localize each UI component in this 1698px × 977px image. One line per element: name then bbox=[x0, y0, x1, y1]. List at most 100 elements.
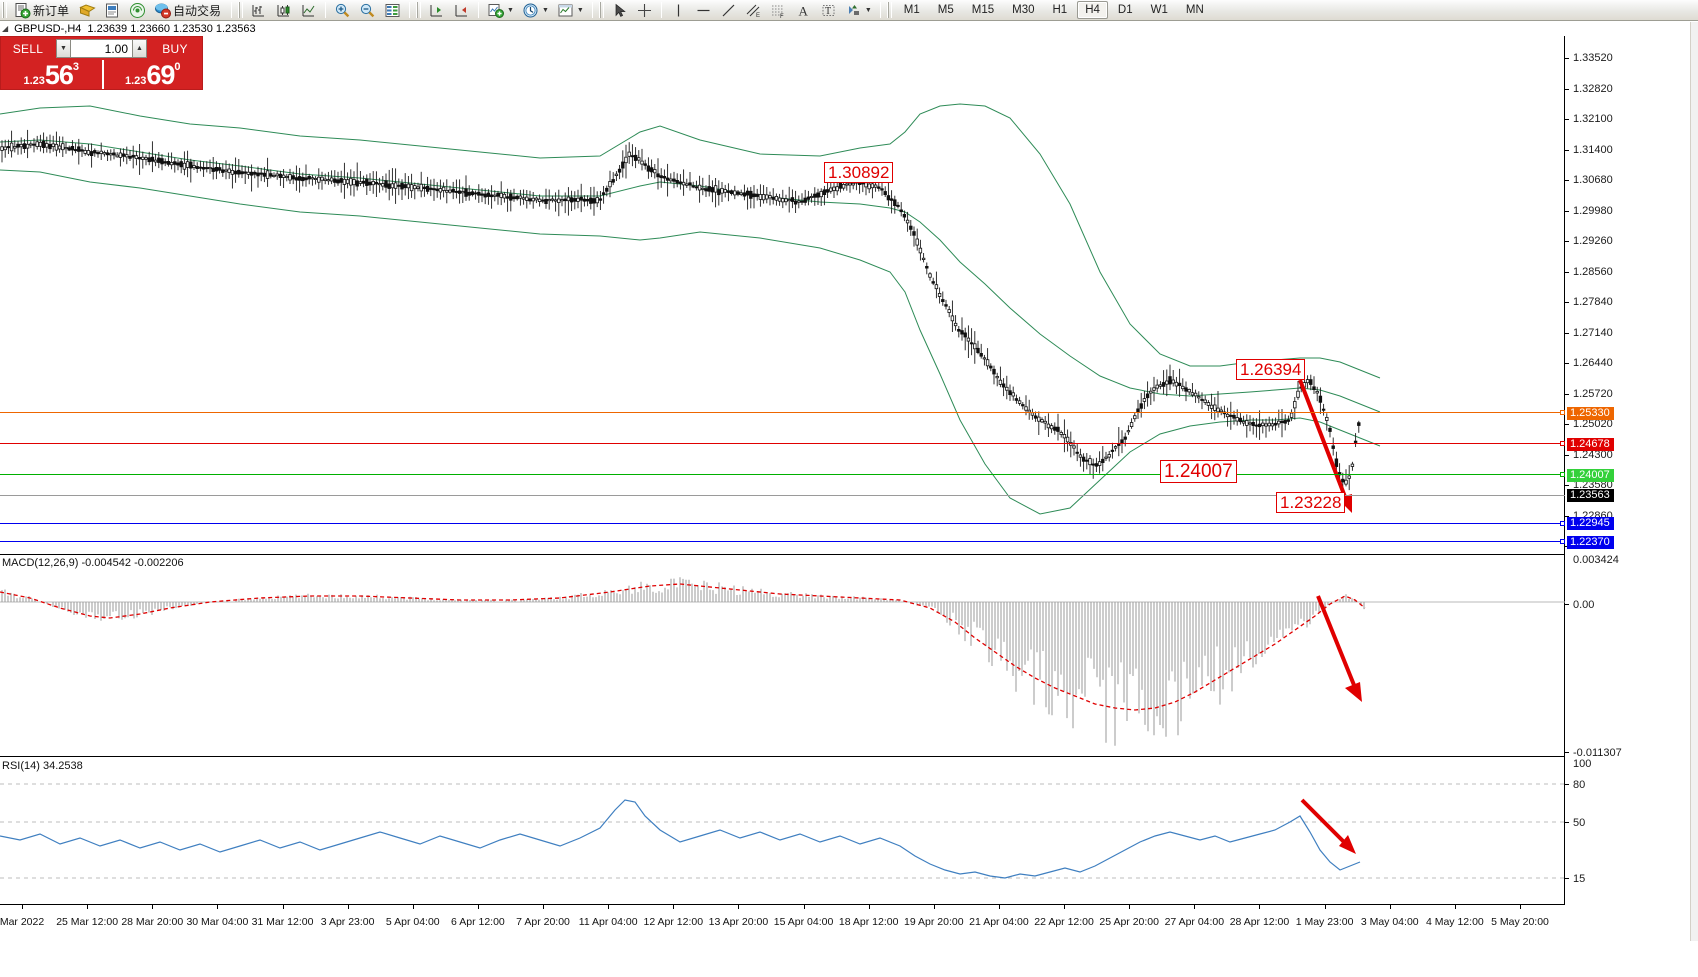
annotation-126394[interactable]: 1.26394 bbox=[1236, 359, 1306, 380]
blue-line-1-anchor[interactable] bbox=[1560, 521, 1565, 526]
macd-bottom-tick bbox=[1565, 752, 1569, 753]
timeframe-button-d1[interactable]: D1 bbox=[1117, 4, 1133, 16]
zoom-in-button[interactable] bbox=[331, 1, 354, 20]
data-window-button[interactable] bbox=[381, 1, 404, 20]
price-label-green[interactable]: 1.24007 bbox=[1567, 469, 1614, 482]
time-tick-label: 5 Apr 04:00 bbox=[385, 916, 440, 928]
timeframe-button-h1[interactable]: H1 bbox=[1052, 4, 1068, 16]
price-label-blue-2[interactable]: 1.22370 bbox=[1567, 536, 1614, 549]
autotrading-button[interactable]: 自动交易 bbox=[151, 1, 226, 20]
timeframe-button-m5[interactable]: M5 bbox=[937, 4, 954, 16]
price-scale[interactable]: 1.33520 1.32820 1.32100 1.31400 1.30680 1.299… bbox=[1565, 36, 1698, 904]
price-tick-1-32820: 1.32820 bbox=[1573, 82, 1613, 95]
zoom-out-button[interactable] bbox=[356, 1, 379, 20]
timeframe-button-h4[interactable]: H4 bbox=[1077, 1, 1108, 19]
vertical-line-button[interactable] bbox=[667, 1, 690, 20]
price-label-red[interactable]: 1.24678 bbox=[1567, 438, 1614, 451]
symbol-label: GBPUSD-,H4 bbox=[14, 22, 82, 35]
chevron-down-icon[interactable]: ▼ bbox=[507, 6, 514, 14]
orange-price-line[interactable] bbox=[0, 412, 1565, 413]
sell-price[interactable]: 1.23 56 3 bbox=[1, 60, 102, 89]
sell-button[interactable]: SELL bbox=[12, 41, 44, 56]
shapes-button[interactable]: ▼ bbox=[842, 1, 875, 20]
trendline-button[interactable] bbox=[717, 1, 740, 20]
green-line-anchor[interactable] bbox=[1560, 472, 1565, 477]
toolbar-grip-1[interactable] bbox=[2, 2, 7, 18]
crosshair-button[interactable] bbox=[633, 1, 656, 20]
annotation-124007[interactable]: 1.24007 bbox=[1160, 460, 1237, 483]
time-axis[interactable]: Mar 2022 25 Mar 12:00 28 Mar 20:00 30 Mar 0… bbox=[0, 904, 1565, 941]
vertical-scrollbar[interactable] bbox=[1690, 22, 1698, 941]
candlestick-chart-button[interactable] bbox=[272, 1, 295, 20]
blue-price-line-1[interactable] bbox=[0, 523, 1565, 524]
vertical-line-icon bbox=[670, 2, 687, 19]
buy-price[interactable]: 1.23 69 0 bbox=[101, 60, 203, 89]
price-label-blue-1[interactable]: 1.22945 bbox=[1567, 517, 1614, 530]
text-button[interactable]: A bbox=[792, 1, 815, 20]
chevron-down-icon[interactable]: ▼ bbox=[864, 6, 872, 14]
new-order-button[interactable]: 新订单 bbox=[11, 1, 74, 20]
timeframe-button-w1[interactable]: W1 bbox=[1150, 4, 1168, 16]
auto-scroll-button[interactable] bbox=[450, 1, 473, 20]
price-tick-1-32100: 1.32100 bbox=[1573, 113, 1613, 125]
chart-area[interactable]: 1.30892 1.26394 1.24007 1.23228 MACD(12,… bbox=[0, 36, 1698, 977]
indicators-button[interactable]: ▼ bbox=[484, 1, 517, 20]
chevron-down-icon[interactable]: ▼ bbox=[576, 6, 584, 14]
price-tick-mark bbox=[1565, 393, 1569, 395]
price-tick-1-23580: 1.23580 bbox=[1573, 479, 1613, 491]
text-label-button[interactable]: T bbox=[817, 1, 840, 20]
price-tick-mark bbox=[1565, 454, 1569, 456]
volume-increment-icon[interactable]: ▲ bbox=[132, 39, 147, 58]
red-line-anchor[interactable] bbox=[1560, 441, 1565, 446]
price-plot[interactable]: 1.30892 1.26394 1.24007 1.23228 MACD(12,… bbox=[0, 36, 1565, 904]
collapse-icon[interactable]: ◢ bbox=[2, 24, 9, 33]
volume-input[interactable]: 1.00 bbox=[71, 39, 132, 58]
volume-stepper[interactable]: ▼ 1.00 ▲ bbox=[56, 39, 147, 58]
horizontal-line-button[interactable] bbox=[692, 1, 715, 20]
time-tick-label: 25 Apr 20:00 bbox=[1099, 916, 1159, 928]
period-button[interactable]: ▼ bbox=[519, 1, 552, 20]
candlestick-icon bbox=[275, 2, 292, 19]
price-label-orange[interactable]: 1.25330 bbox=[1567, 407, 1614, 420]
volume-decrement-icon[interactable]: ▼ bbox=[56, 39, 71, 58]
timeframe-button-mn[interactable]: MN bbox=[1185, 4, 1204, 16]
green-price-line[interactable] bbox=[0, 474, 1565, 475]
auto-scroll-icon bbox=[453, 2, 470, 19]
bar-chart-icon bbox=[250, 2, 267, 19]
timeframe-button-m30[interactable]: M30 bbox=[1012, 4, 1035, 16]
orange-line-anchor[interactable] bbox=[1560, 410, 1565, 415]
templates-button[interactable]: ▼ bbox=[554, 1, 587, 20]
fibonacci-button[interactable]: F bbox=[767, 1, 790, 20]
blue-price-line-2[interactable] bbox=[0, 541, 1565, 542]
line-chart-button[interactable] bbox=[297, 1, 320, 20]
new-order-label: 新订单 bbox=[33, 3, 70, 18]
time-tick-label: 5 May 20:00 bbox=[1491, 916, 1549, 928]
blue-line-2-anchor[interactable] bbox=[1560, 539, 1565, 544]
toolbar-grip-3[interactable] bbox=[416, 2, 422, 18]
expert-advisors-button[interactable] bbox=[76, 1, 99, 20]
buy-button[interactable]: BUY bbox=[162, 41, 188, 56]
signals-button[interactable] bbox=[126, 1, 149, 20]
toolbar-grip-5[interactable] bbox=[886, 2, 892, 18]
toolbar-grip-2[interactable] bbox=[238, 2, 244, 18]
time-tick-mark bbox=[1129, 905, 1131, 909]
annotation-123228[interactable]: 1.23228 bbox=[1276, 492, 1346, 513]
chevron-down-icon[interactable]: ▼ bbox=[541, 6, 549, 14]
sell-price-sup: 3 bbox=[72, 61, 80, 73]
bar-chart-button[interactable] bbox=[247, 1, 270, 20]
timeframe-button-m1[interactable]: M1 bbox=[903, 4, 920, 16]
cursor-button[interactable] bbox=[608, 1, 631, 20]
timeframe-button-m15[interactable]: M15 bbox=[971, 4, 995, 16]
price-tick-1-31400: 1.31400 bbox=[1573, 143, 1613, 156]
chart-shift-button[interactable] bbox=[425, 1, 448, 20]
annotation-130892[interactable]: 1.30892 bbox=[824, 162, 894, 183]
metaeditor-button[interactable] bbox=[101, 1, 124, 20]
one-click-trading-panel[interactable]: SELL ▼ 1.00 ▲ BUY 1.23 56 3 1.23 69 0 bbox=[0, 36, 203, 90]
equidistant-channel-button[interactable]: E bbox=[742, 1, 765, 20]
price-tick-mark bbox=[1565, 332, 1569, 334]
rsi-canvas bbox=[0, 783, 1565, 879]
time-tick-mark bbox=[673, 905, 675, 909]
ohlc-values: 1.23639 1.23660 1.23530 1.23563 bbox=[87, 22, 256, 35]
toolbar-grip-4[interactable] bbox=[598, 2, 604, 18]
red-price-line[interactable] bbox=[0, 443, 1565, 444]
